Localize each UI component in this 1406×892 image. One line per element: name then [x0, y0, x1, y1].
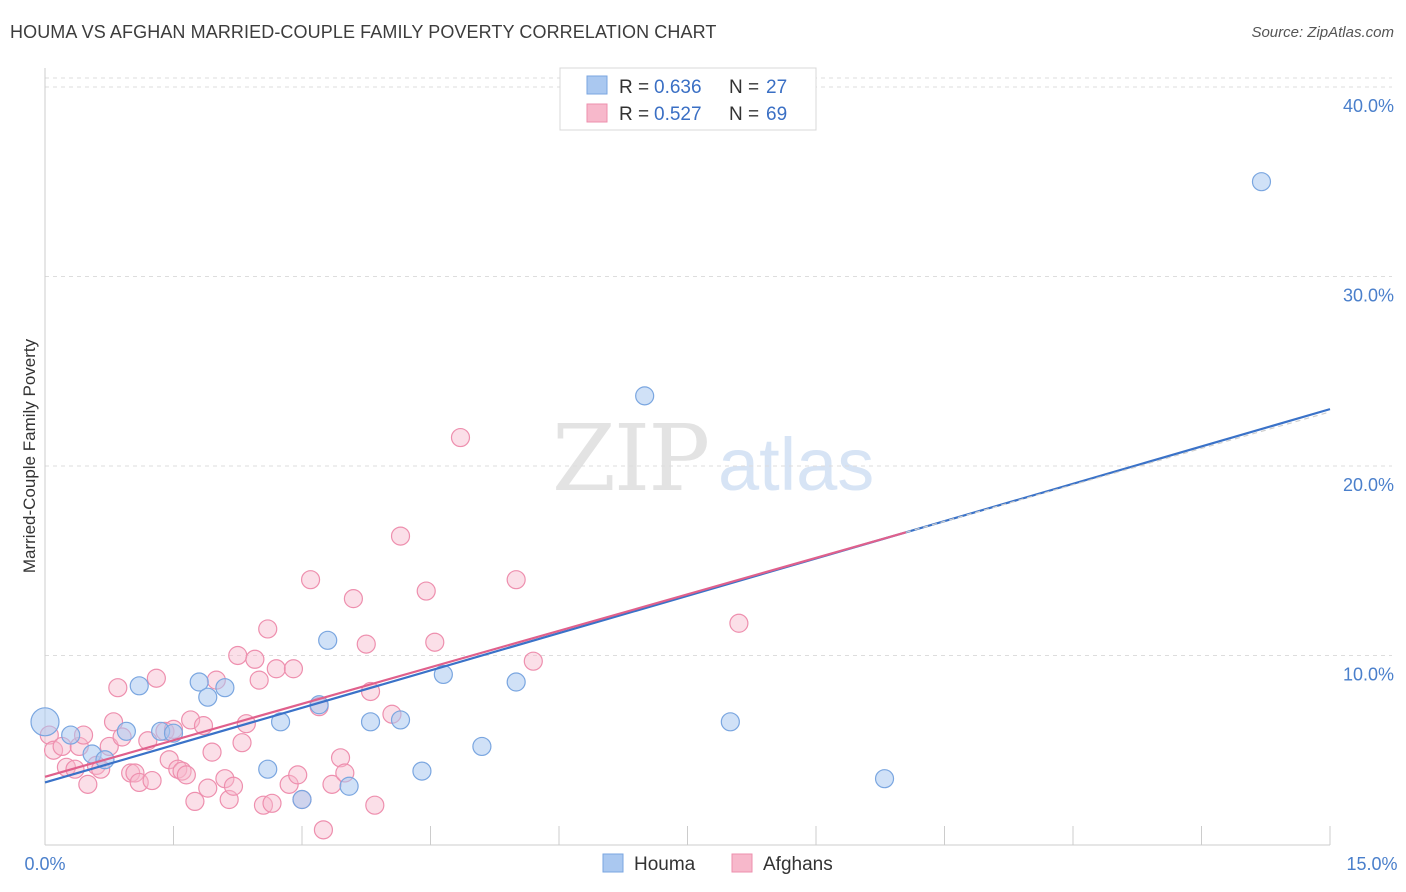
- legend-r-label-afghan: R =: [619, 104, 649, 125]
- afghans-point: [78, 774, 98, 794]
- afghans-point: [258, 619, 278, 639]
- afghans-point: [266, 659, 286, 679]
- afghans-point: [300, 570, 321, 590]
- afghans-point: [356, 634, 376, 654]
- legend-n-label-afghan: N =: [729, 104, 759, 125]
- bottom-legend-swatch-houma: [602, 853, 624, 873]
- afghans-trend-line: [44, 531, 907, 778]
- legend-r-value-afghan: 0.527: [654, 104, 702, 125]
- afghans-point: [425, 632, 445, 652]
- afghans-point: [198, 778, 218, 798]
- afghans-trend-extension: [905, 411, 1331, 533]
- houma-point: [360, 712, 381, 732]
- afghans-point: [108, 678, 128, 698]
- houma-point: [189, 672, 209, 692]
- legend-r-value-houma: 0.636: [654, 77, 702, 98]
- afghans-point: [228, 645, 248, 666]
- houma-point: [339, 776, 359, 796]
- houma-trend-line: [44, 408, 1331, 784]
- houma-point: [412, 761, 432, 781]
- houma-point: [1251, 172, 1272, 192]
- chart-title: HOUMA VS AFGHAN MARRIED-COUPLE FAMILY PO…: [10, 22, 717, 42]
- afghans-point: [185, 791, 205, 812]
- legend-box: R = 0.636 N = 27 R = 0.527 N = 69: [559, 67, 817, 131]
- houma-point: [198, 687, 218, 707]
- watermark-atlas: atlas: [718, 423, 874, 506]
- afghans-point: [313, 820, 334, 840]
- houma-point: [61, 725, 81, 745]
- houma-point: [390, 710, 411, 730]
- houma-point: [215, 678, 235, 698]
- houma-point: [292, 789, 312, 810]
- trend-lines: [44, 408, 1331, 784]
- legend-swatch-houma: [586, 75, 608, 95]
- houma-point: [472, 736, 492, 757]
- y-axis-title: Married-Couple Family Poverty: [20, 338, 39, 573]
- y-tick-label: 30.0%: [1343, 285, 1394, 305]
- afghans-point: [176, 765, 196, 785]
- afghans-point: [245, 649, 265, 669]
- x-tick-label-min: 0.0%: [24, 854, 65, 874]
- afghans-point: [416, 581, 436, 601]
- houma-point: [318, 630, 338, 650]
- watermark-zip: ZIP: [552, 405, 708, 512]
- houma-point: [506, 672, 526, 692]
- afghans-point: [523, 651, 543, 671]
- afghans-point: [450, 427, 471, 448]
- afghans-point: [146, 668, 166, 688]
- houma-point: [720, 712, 740, 732]
- afghans-point: [365, 795, 385, 815]
- afghans-point: [223, 776, 244, 796]
- houma-point: [270, 712, 291, 732]
- bottom-legend: Houma Afghans: [602, 853, 833, 875]
- watermark: ZIP atlas: [552, 405, 874, 512]
- afghans-point: [142, 770, 162, 791]
- legend-swatch-afghan: [586, 103, 608, 123]
- houma-point: [258, 759, 278, 779]
- legend-n-value-afghan: 69: [766, 104, 787, 125]
- bottom-legend-label-houma: Houma: [634, 854, 696, 875]
- afghans-point: [390, 526, 411, 546]
- y-tick-labels: 10.0% 20.0% 30.0% 40.0%: [1343, 96, 1394, 685]
- afghans-point: [343, 589, 363, 609]
- legend-n-value-houma: 27: [766, 77, 787, 98]
- source-label: Source: ZipAtlas.com: [1251, 24, 1394, 41]
- houma-points: [30, 172, 1272, 810]
- x-tick-label-max: 15.0%: [1346, 854, 1397, 874]
- afghans-point: [330, 748, 351, 768]
- afghans-point: [283, 659, 304, 679]
- houma-point: [635, 386, 655, 406]
- afghans-point: [232, 733, 252, 753]
- y-tick-label: 20.0%: [1343, 475, 1394, 495]
- houma-point: [874, 769, 895, 789]
- houma-point: [163, 723, 184, 743]
- houma-point: [30, 707, 60, 737]
- legend-r-label-houma: R =: [619, 77, 649, 98]
- bottom-legend-label-afghan: Afghans: [763, 854, 833, 875]
- legend-n-label-houma: N =: [729, 77, 759, 98]
- afghans-point: [125, 763, 145, 783]
- bottom-legend-swatch-afghan: [731, 853, 753, 873]
- afghans-point: [249, 670, 269, 690]
- houma-point: [129, 676, 149, 696]
- y-tick-label: 40.0%: [1343, 96, 1394, 116]
- afghans-point: [103, 712, 124, 732]
- afghans-point: [729, 613, 749, 633]
- afghans-point: [506, 570, 526, 590]
- houma-point: [433, 664, 453, 685]
- x-tick-marks: [44, 826, 1331, 845]
- afghans-point: [202, 742, 222, 762]
- afghans-point: [262, 793, 282, 813]
- houma-point: [116, 721, 136, 741]
- afghans-point: [288, 765, 308, 785]
- grid-lines: [45, 77, 1392, 656]
- y-tick-label: 10.0%: [1343, 664, 1394, 684]
